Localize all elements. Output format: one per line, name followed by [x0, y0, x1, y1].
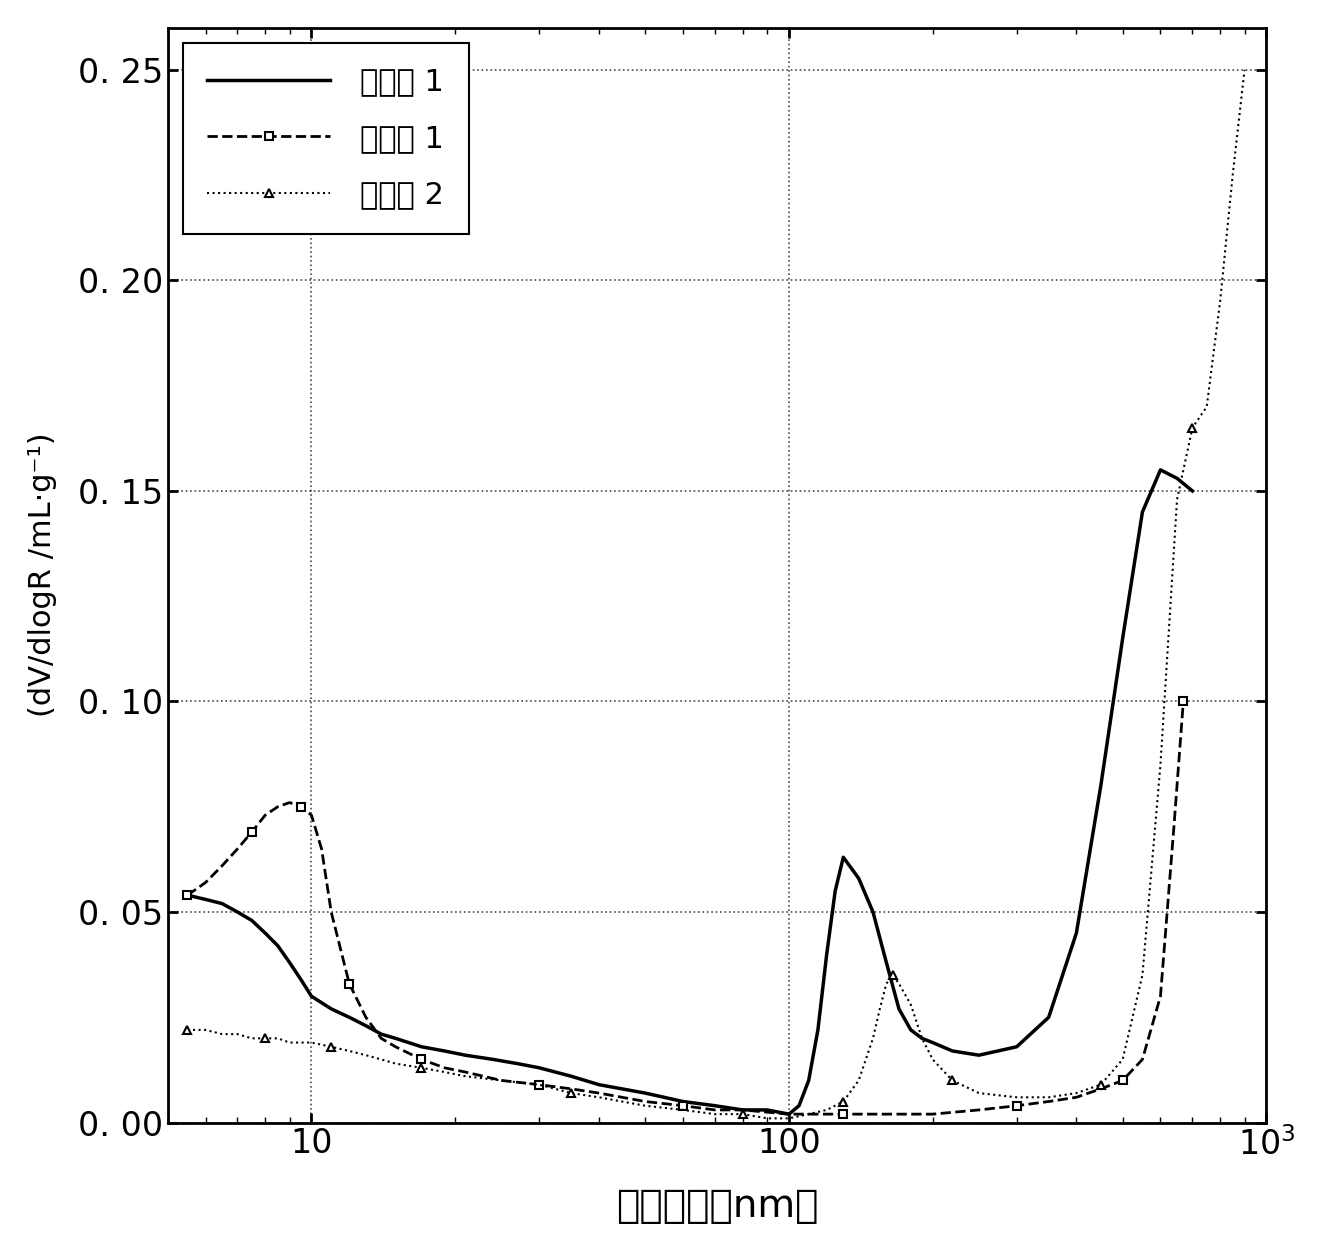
比较例 1 [303, 808, 319, 823]
比较例 1 [878, 1106, 894, 1121]
比较例 2 [180, 1022, 196, 1037]
比较例 2 [373, 1051, 389, 1066]
实施例 1 [388, 1031, 404, 1046]
比较例 1 [591, 1085, 607, 1100]
比较例 1 [971, 1103, 987, 1118]
比较例 2 [1170, 492, 1185, 507]
比较例 1 [675, 1098, 691, 1113]
比较例 1 [257, 808, 273, 823]
实施例 1 [810, 1022, 826, 1037]
X-axis label: 孔隙半径（nm）: 孔隙半径（nm） [615, 1188, 819, 1225]
比较例 1 [323, 905, 339, 920]
比较例 1 [781, 1106, 796, 1121]
比较例 1 [564, 1081, 579, 1096]
比较例 2 [270, 1031, 286, 1046]
比较例 1 [197, 875, 213, 890]
Line: 比较例 2: 比较例 2 [184, 65, 1249, 1123]
比较例 1 [734, 1103, 750, 1118]
比较例 1 [282, 796, 298, 811]
Line: 比较例 1: 比较例 1 [184, 698, 1188, 1119]
比较例 1 [1115, 1073, 1131, 1088]
比较例 1 [706, 1103, 722, 1118]
实施例 1 [180, 887, 196, 902]
比较例 1 [437, 1060, 452, 1075]
比较例 1 [314, 841, 329, 856]
比较例 1 [835, 1106, 851, 1121]
Line: 实施例 1: 实施例 1 [188, 470, 1192, 1114]
比较例 1 [373, 1031, 389, 1046]
比较例 1 [1093, 1081, 1109, 1096]
比较例 1 [638, 1094, 654, 1109]
比较例 1 [925, 1106, 941, 1121]
比较例 1 [1069, 1090, 1085, 1105]
比较例 1 [388, 1039, 404, 1054]
实施例 1 [1184, 484, 1200, 499]
实施例 1 [1152, 462, 1168, 477]
Y-axis label: (dV/dlogR /mL·g⁻¹): (dV/dlogR /mL·g⁻¹) [28, 432, 57, 718]
比较例 1 [359, 1010, 374, 1025]
比较例 2 [1225, 168, 1241, 183]
实施例 1 [851, 871, 867, 886]
比较例 1 [532, 1078, 548, 1093]
Legend: 实施例 1, 比较例 1, 比较例 2: 实施例 1, 比较例 1, 比较例 2 [183, 43, 468, 234]
比较例 1 [1009, 1098, 1025, 1113]
比较例 1 [1135, 1051, 1151, 1066]
比较例 1 [1175, 694, 1191, 709]
比较例 1 [341, 976, 357, 991]
比较例 1 [270, 799, 286, 814]
实施例 1 [835, 850, 851, 865]
比较例 1 [292, 799, 308, 814]
比较例 1 [1152, 989, 1168, 1004]
实施例 1 [819, 946, 835, 961]
比较例 2 [1237, 63, 1253, 78]
比较例 1 [180, 887, 196, 902]
比较例 1 [493, 1073, 509, 1088]
比较例 1 [243, 824, 259, 840]
比较例 1 [1041, 1094, 1057, 1109]
比较例 2 [323, 1039, 339, 1054]
比较例 1 [458, 1065, 474, 1080]
比较例 1 [1166, 821, 1181, 836]
比较例 1 [414, 1051, 430, 1066]
实施例 1 [781, 1106, 796, 1121]
比较例 2 [564, 1085, 579, 1100]
比较例 1 [230, 841, 246, 856]
比较例 2 [759, 1111, 775, 1126]
比较例 1 [214, 858, 230, 873]
实施例 1 [925, 1035, 941, 1050]
